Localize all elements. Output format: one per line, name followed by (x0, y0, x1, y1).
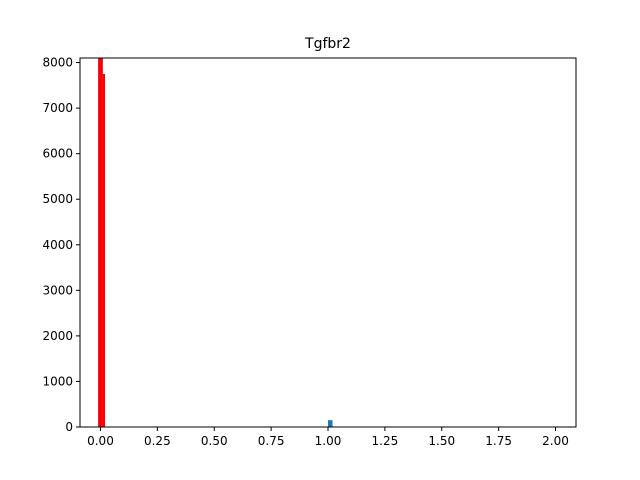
x-axis: 0.00 0.25 0.50 0.75 1.00 1.25 1.50 1.75 2.00 (87, 427, 569, 448)
y-tick-label: 4000 (42, 238, 73, 252)
x-tick-label: 0.00 (87, 434, 114, 448)
x-tick-label: 1.00 (315, 434, 342, 448)
x-tick-label: 1.50 (428, 434, 455, 448)
chart-title: Tgfbr2 (304, 36, 351, 52)
y-tick-label: 1000 (42, 374, 73, 388)
y-tick-label: 0 (65, 420, 73, 434)
bars-group (98, 58, 333, 427)
y-tick-label: 7000 (42, 101, 73, 115)
x-tick-label: 1.25 (372, 434, 399, 448)
x-tick-label: 2.00 (542, 434, 569, 448)
bar-series0-1 (328, 420, 333, 427)
bar-series1-0 (98, 58, 103, 427)
x-tick-label: 1.75 (485, 434, 512, 448)
x-tick-label: 0.50 (201, 434, 228, 448)
y-tick-label: 6000 (42, 147, 73, 161)
x-tick-label: 0.75 (258, 434, 285, 448)
y-tick-label: 5000 (42, 192, 73, 206)
bar-series1-1 (102, 73, 106, 427)
y-tick-label: 8000 (42, 56, 73, 70)
y-tick-label: 3000 (42, 283, 73, 297)
y-axis: 0 1000 2000 3000 4000 5000 6000 7000 8000 (42, 56, 80, 434)
x-tick-label: 0.25 (144, 434, 171, 448)
y-tick-label: 2000 (42, 329, 73, 343)
